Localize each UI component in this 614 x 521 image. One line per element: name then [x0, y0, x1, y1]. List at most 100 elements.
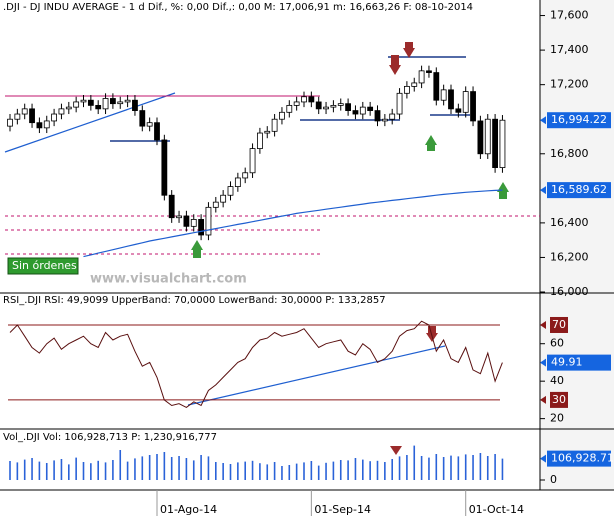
volume-bar: [251, 460, 254, 480]
candle-body: [249, 148, 256, 174]
candle-body: [323, 106, 329, 110]
band-box: [550, 391, 568, 408]
candle-body: [293, 101, 300, 106]
candle-body: [462, 91, 469, 113]
volume-bar: [303, 462, 305, 480]
trend-line: [187, 345, 446, 406]
candle-body: [426, 70, 432, 73]
candle-body: [389, 113, 396, 120]
candle-body: [492, 118, 499, 168]
candle-body: [51, 113, 57, 122]
volume-bar: [310, 461, 313, 480]
candle-body: [271, 118, 278, 132]
sell-arrow: [403, 42, 415, 58]
marker-label: 49.91: [551, 356, 583, 369]
volume-bar: [119, 450, 122, 480]
candle-body: [440, 89, 447, 101]
drawing-tools: [4, 42, 540, 455]
candle-body: [345, 103, 352, 111]
volume-bar: [23, 459, 26, 480]
volume-bar: [376, 460, 379, 480]
volume-bar: [185, 458, 188, 480]
band-box: [550, 316, 568, 333]
candle-body: [80, 99, 87, 103]
volume-bar: [31, 458, 33, 480]
panel-title: RSI_.DJI RSI: 49,9099 UpperBand: 70,0000…: [3, 295, 386, 306]
volume-bar: [104, 462, 107, 480]
y-tick-label: 20: [550, 412, 564, 425]
volume-bar: [222, 463, 224, 480]
y-tick-label: 16,200: [550, 250, 589, 263]
volume-bar: [75, 457, 77, 480]
candle-body: [381, 118, 388, 122]
volume-bar: [53, 460, 55, 480]
candle-body: [65, 106, 72, 110]
marker-pointer: [540, 454, 546, 463]
volume-bar: [126, 461, 129, 480]
volume-bar: [457, 456, 460, 480]
candle-body: [337, 103, 344, 106]
candle-body: [396, 92, 403, 115]
y-tick-label: 16,800: [550, 147, 589, 160]
candle-body: [87, 99, 94, 106]
x-tick-label: 01-Sep-14: [314, 503, 371, 516]
candle-body: [190, 219, 197, 227]
volume-bar: [90, 463, 92, 480]
marker-pointer: [540, 320, 546, 329]
candle-body: [279, 111, 285, 120]
candle-body: [124, 99, 131, 103]
volume-bar: [266, 464, 269, 480]
y-tick-label: 40: [550, 374, 564, 387]
candle-body: [418, 70, 425, 84]
candle-body: [367, 106, 374, 111]
volume-bar: [192, 460, 195, 480]
candle-body: [220, 194, 227, 203]
volume-bar: [472, 455, 474, 480]
volume-bar: [325, 462, 327, 480]
candle-body: [477, 120, 484, 155]
volume-bar: [259, 463, 261, 480]
volume-bar: [288, 465, 291, 480]
volume-bar: [60, 459, 63, 480]
candle-body: [484, 118, 491, 155]
marker-box: [547, 450, 611, 467]
candle-body: [29, 108, 35, 124]
buy-arrow: [191, 240, 203, 258]
volume-bar: [332, 461, 335, 480]
candle-body: [43, 120, 50, 129]
band-label: 70: [552, 318, 566, 331]
sell-arrow: [389, 55, 401, 75]
volume-bar: [369, 461, 371, 480]
volume-bar: [163, 452, 166, 480]
marker-pointer: [540, 395, 546, 404]
volume-bar: [244, 461, 246, 480]
candle-body: [330, 104, 337, 108]
marker-pointer: [540, 116, 546, 125]
volume-bar: [45, 463, 48, 480]
candle-body: [183, 215, 190, 227]
volume-bar: [354, 458, 357, 480]
volume-bar: [494, 454, 496, 480]
candle-body: [433, 72, 440, 101]
candle-body: [117, 101, 124, 105]
volume-bar: [9, 461, 11, 480]
y-tick-label: 17,600: [550, 9, 589, 22]
volume-bar: [428, 457, 430, 480]
candle-body: [234, 177, 241, 188]
marker-label: 16,994.22: [551, 113, 607, 126]
volume-bar: [442, 457, 445, 480]
volume-bar: [207, 456, 210, 480]
marker-box: [547, 112, 611, 129]
candle-body: [315, 101, 322, 110]
status-text: Sin órdenes: [12, 259, 77, 272]
y-tick-label: 17,400: [550, 43, 589, 56]
candle-body: [132, 99, 138, 111]
volume-bar: [486, 456, 489, 480]
candle-body: [73, 101, 80, 108]
volume-bar: [501, 458, 504, 480]
volume-bar: [156, 454, 158, 480]
volume-bar: [479, 453, 482, 480]
status-box: [7, 257, 79, 275]
volume-bar: [384, 462, 386, 480]
